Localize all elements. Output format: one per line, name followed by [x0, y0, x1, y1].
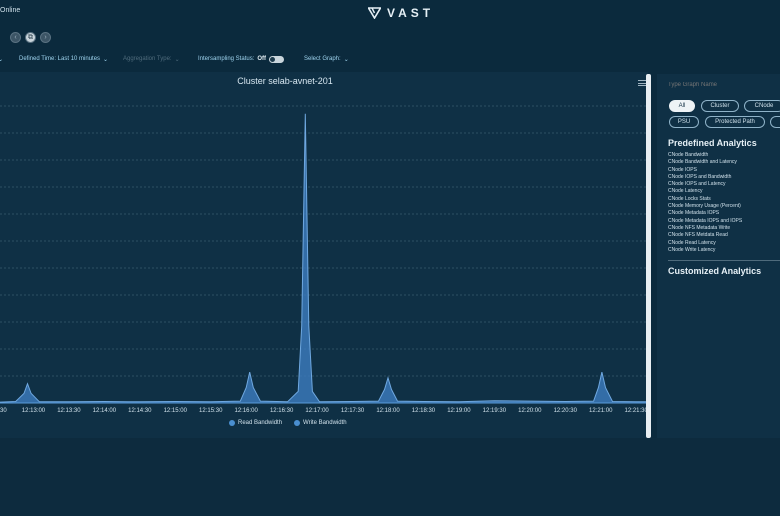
back-icon[interactable]: ‹: [10, 32, 21, 43]
chart-scrollbar[interactable]: [646, 74, 651, 438]
chip-psu[interactable]: PSU: [669, 116, 699, 128]
x-tick-label: 12:15:00: [164, 408, 188, 414]
legend-item-write[interactable]: Write Bandwidth: [294, 420, 347, 426]
vast-logo: VAST: [368, 6, 434, 20]
analytics-item[interactable]: CNode IOPS: [668, 166, 697, 173]
copy-icon[interactable]: ⧉: [25, 32, 36, 43]
analytics-item[interactable]: CNode NFS Metadata Write: [668, 224, 731, 231]
x-tick-label: 12:13:00: [22, 408, 46, 414]
section-divider: [668, 260, 780, 261]
x-tick-label: 12:14:30: [128, 408, 152, 414]
collapse-chevron-icon[interactable]: ⌄: [0, 56, 4, 63]
defined-time-select[interactable]: Defined Time: Last 10 minutes ⌄: [19, 56, 108, 63]
analytics-item[interactable]: CNode Read Latency: [668, 239, 716, 246]
x-tick-label: 12:16:30: [270, 408, 294, 414]
graph-search-input[interactable]: [668, 82, 768, 88]
x-tick-label: 12:21:30: [625, 408, 648, 414]
aggregation-type-select[interactable]: Aggregation Type: ⌄: [123, 56, 180, 63]
chip-more[interactable]: [770, 116, 780, 128]
analytics-item[interactable]: CNode Bandwidth and Latency: [668, 159, 737, 166]
legend-dot: [294, 420, 301, 426]
x-tick-label: 12:19:30: [483, 408, 507, 414]
analytics-item[interactable]: CNode IOPS and Latency: [668, 181, 726, 188]
chip-cnode[interactable]: CNode: [744, 100, 780, 112]
analytics-item[interactable]: CNode Locks Stats: [668, 195, 711, 202]
aggregation-type-label: Aggregation Type:: [123, 56, 172, 62]
x-tick-label: 12:19:00: [447, 408, 471, 414]
intersampling-status: Intersampling Status: Off: [198, 55, 285, 63]
legend-item-read[interactable]: Read Bandwidth: [229, 420, 282, 426]
select-graph-select[interactable]: Select Graph: ⌄: [304, 56, 349, 63]
chip-protected-path[interactable]: Protected Path: [705, 116, 765, 128]
x-tick-label: 12:14:00: [93, 408, 117, 414]
intersampling-toggle[interactable]: [269, 55, 285, 63]
chart-legend: Read Bandwidth Write Bandwidth: [229, 420, 347, 426]
defined-time-label: Defined Time: Last 10 minutes: [19, 56, 101, 62]
series-write-bandwidth[interactable]: [0, 113, 648, 404]
intersampling-label: Intersampling Status:: [198, 56, 255, 62]
chip-cluster[interactable]: Cluster: [701, 100, 739, 112]
analytics-item[interactable]: CNode IOPS and Bandwidth: [668, 173, 732, 180]
predefined-analytics-title: Predefined Analytics: [668, 138, 757, 148]
analytics-item[interactable]: CNode Memory Usage (Percent): [668, 203, 741, 210]
chevron-down-icon: ⌄: [103, 56, 109, 63]
x-tick-label: 12:17:30: [341, 408, 365, 414]
x-tick-label: 12:18:30: [412, 408, 436, 414]
graph-sidebar: All Cluster CNode PSU Protected Path Pre…: [657, 74, 780, 438]
select-graph-label: Select Graph:: [304, 56, 341, 62]
x-tick-label: 12:18:00: [376, 408, 400, 414]
chevron-down-icon: ⌄: [343, 56, 349, 63]
analytics-item[interactable]: CNode Latency: [668, 188, 703, 195]
bottom-area: [0, 438, 780, 516]
analytics-item[interactable]: CNode Write Latency: [668, 246, 716, 253]
intersampling-value: Off: [257, 56, 267, 62]
legend-label-read: Read Bandwidth: [238, 420, 283, 426]
view-nav: ‹ ⧉ ›: [10, 32, 51, 43]
legend-label-write: Write Bandwidth: [303, 420, 347, 426]
x-tick-label: 12:17:00: [305, 408, 329, 414]
x-tick-label: 30: [0, 408, 7, 414]
x-tick-label: 12:20:00: [518, 408, 542, 414]
analytics-item[interactable]: CNode Bandwidth: [668, 152, 709, 158]
chevron-down-icon: ⌄: [174, 56, 180, 63]
predefined-analytics-list: CNode Bandwidth CNode Bandwidth and Laten…: [668, 152, 742, 254]
brand-name: VAST: [387, 6, 435, 20]
x-tick-label: 12:20:30: [554, 408, 578, 414]
forward-icon[interactable]: ›: [40, 32, 51, 43]
chart-title: Cluster selab-avnet-201: [237, 76, 333, 86]
connection-status: Online: [0, 7, 21, 14]
legend-dot: [229, 420, 235, 426]
x-tick-label: 12:15:30: [199, 408, 223, 414]
bandwidth-chart: 30 12:13:00 12:13:30 12:14:00 12:14:30 12:15:…: [0, 105, 648, 414]
x-tick-label: 12:16:00: [235, 408, 259, 414]
analytics-item[interactable]: CNode Metadata IOPS: [668, 210, 720, 217]
vast-logo-icon: [368, 7, 381, 19]
chart-panel: 30 12:13:00 12:13:30 12:14:00 12:14:30 12:15:…: [0, 72, 648, 438]
x-tick-label: 12:13:30: [57, 408, 81, 414]
customized-analytics-title: Customized Analytics: [668, 266, 762, 276]
analytics-item[interactable]: CNode NFS Metdata Read: [668, 232, 728, 239]
x-tick-label: 12:21:00: [589, 408, 613, 414]
hamburger-menu-icon[interactable]: [638, 80, 646, 86]
chip-all[interactable]: All: [669, 100, 695, 112]
analytics-item[interactable]: CNode Metadata IOPS and IOPS: [668, 217, 743, 224]
